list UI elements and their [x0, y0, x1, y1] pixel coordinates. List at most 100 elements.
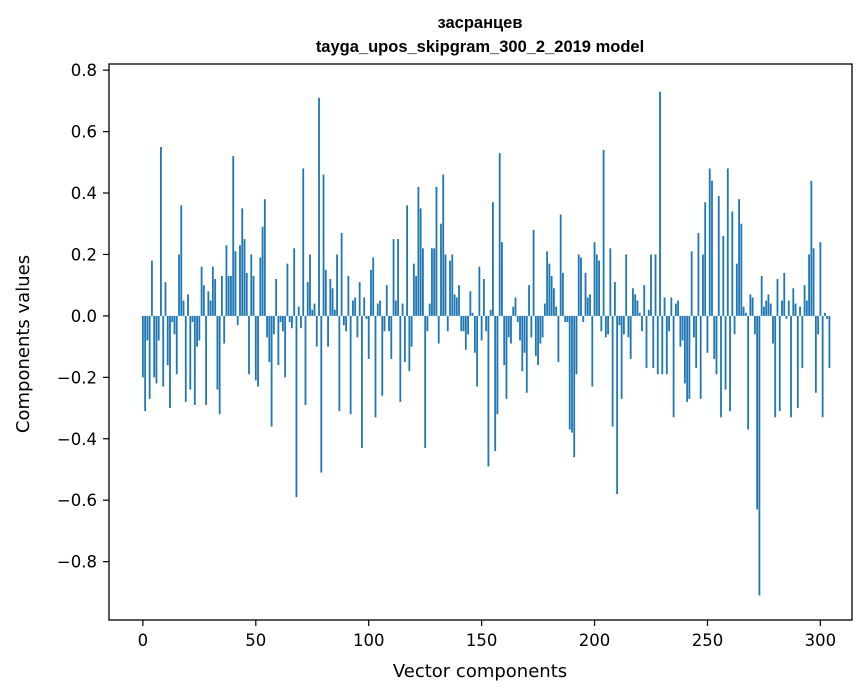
y-axis-ticks: −0.8 −0.6 −0.4 −0.2 0.0 0.2 0.4 0.6 0.8 — [57, 61, 109, 572]
x-axis-label: Vector components — [393, 661, 567, 682]
bar — [738, 199, 740, 316]
bar — [394, 300, 397, 316]
bar — [742, 306, 745, 316]
bar — [440, 223, 442, 316]
bar — [485, 315, 488, 332]
bar — [236, 315, 239, 326]
bar — [467, 315, 469, 335]
bar — [322, 174, 325, 316]
bar — [245, 272, 248, 316]
x-tick-label: 50 — [245, 631, 266, 650]
bar — [297, 306, 300, 316]
bar — [645, 315, 648, 369]
bar — [164, 282, 167, 316]
bar — [559, 214, 562, 316]
bar — [731, 211, 734, 316]
bar — [320, 315, 323, 473]
bar — [379, 300, 381, 316]
bar — [214, 279, 217, 316]
bar — [469, 291, 472, 316]
bar — [695, 315, 698, 369]
bar — [209, 300, 212, 316]
bar — [503, 315, 506, 366]
bar — [460, 315, 463, 332]
plot-frame — [108, 63, 853, 621]
bar — [376, 303, 379, 316]
bar — [449, 260, 451, 316]
bar — [270, 315, 273, 427]
bar — [356, 315, 359, 338]
bar — [699, 315, 702, 399]
bar — [218, 315, 221, 415]
bar — [324, 269, 327, 316]
bar — [819, 242, 822, 316]
bar — [424, 315, 427, 448]
bar — [528, 285, 530, 316]
x-tick-label: 150 — [466, 631, 498, 650]
bar — [370, 269, 372, 316]
bar — [584, 272, 587, 316]
bar — [381, 315, 384, 396]
bar — [148, 315, 151, 399]
bar — [333, 309, 336, 316]
bar — [740, 223, 743, 316]
bar — [336, 254, 338, 316]
bar — [144, 315, 147, 412]
bar — [589, 294, 591, 316]
bar — [591, 315, 594, 387]
bar — [794, 303, 797, 316]
bar — [765, 300, 768, 316]
bar — [805, 300, 808, 316]
bar — [602, 150, 605, 316]
bar — [763, 306, 765, 316]
bar — [514, 297, 517, 316]
bar — [187, 294, 189, 316]
bar — [659, 91, 661, 316]
bar — [799, 306, 801, 316]
bar — [512, 306, 515, 316]
bar — [681, 315, 684, 341]
bar — [433, 248, 436, 316]
bar — [702, 254, 704, 316]
bar — [792, 288, 795, 316]
bar — [539, 315, 542, 344]
bars — [141, 91, 831, 596]
bar — [654, 254, 657, 316]
bar — [464, 315, 467, 350]
bar — [674, 303, 677, 316]
bar — [412, 263, 415, 316]
bar — [817, 315, 820, 335]
x-axis-ticks: 0 50 100 150 200 250 300 — [138, 620, 836, 650]
bar — [281, 315, 284, 332]
bar — [729, 315, 731, 412]
bar — [473, 315, 476, 353]
bar — [327, 315, 329, 347]
bar — [216, 315, 219, 390]
bar — [257, 315, 259, 387]
bar — [182, 300, 185, 316]
bar — [239, 245, 241, 316]
bar — [408, 315, 411, 372]
bar — [354, 297, 357, 316]
bar — [724, 315, 727, 390]
bar — [598, 260, 600, 316]
bar — [828, 315, 831, 369]
bar — [492, 202, 494, 316]
y-tick-label: 0.4 — [71, 184, 97, 203]
bar — [530, 315, 533, 338]
bar — [496, 315, 499, 415]
bar — [331, 288, 334, 316]
bar — [205, 315, 208, 405]
bar — [546, 251, 549, 316]
bar — [200, 266, 203, 316]
bar — [758, 315, 761, 596]
bar — [191, 315, 194, 323]
bar — [706, 315, 709, 353]
bar — [196, 315, 198, 347]
bar — [632, 288, 634, 316]
bar — [510, 315, 512, 344]
x-tick-label: 0 — [138, 631, 149, 650]
bar — [677, 300, 680, 316]
bar — [571, 315, 573, 433]
bar — [634, 294, 637, 316]
